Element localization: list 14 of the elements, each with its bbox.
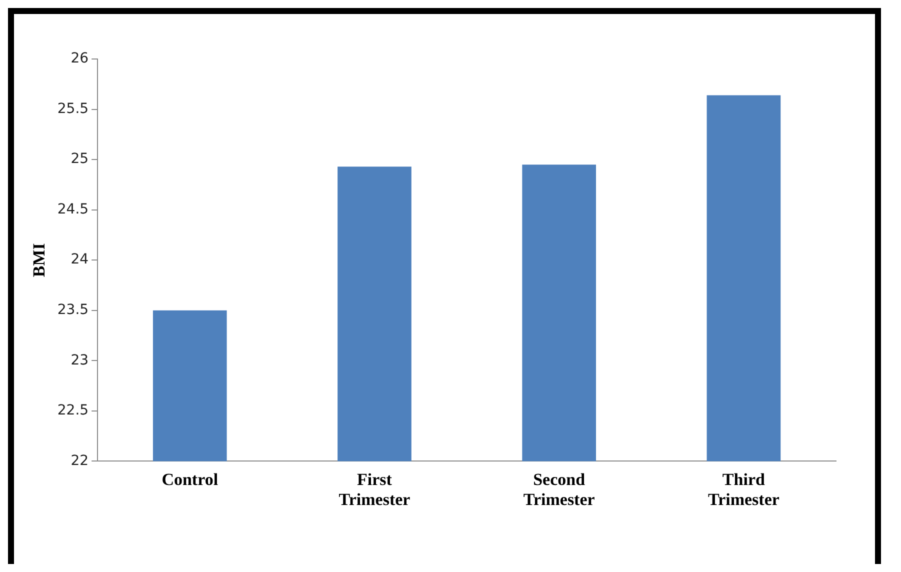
y-axis-title: BMI [30,242,49,278]
y-tick-label: 25 [70,151,89,168]
y-tick-label: 24 [70,252,89,268]
y-tick-label: 23.5 [57,302,89,318]
y-tick-label: 25.5 [57,100,89,117]
x-tick-label: Control [162,470,218,489]
y-tick-label: 23 [70,352,89,368]
y-tick-label: 26 [70,50,89,67]
y-tick-label: 24.5 [57,201,89,218]
x-tick-label: Second Trimester [523,470,596,510]
x-tick-label: First Trimester [338,470,411,510]
y-tick-label: 22.5 [57,402,89,419]
x-tick-label: Third Trimester [708,470,780,510]
y-tick-label: 22 [70,452,89,469]
